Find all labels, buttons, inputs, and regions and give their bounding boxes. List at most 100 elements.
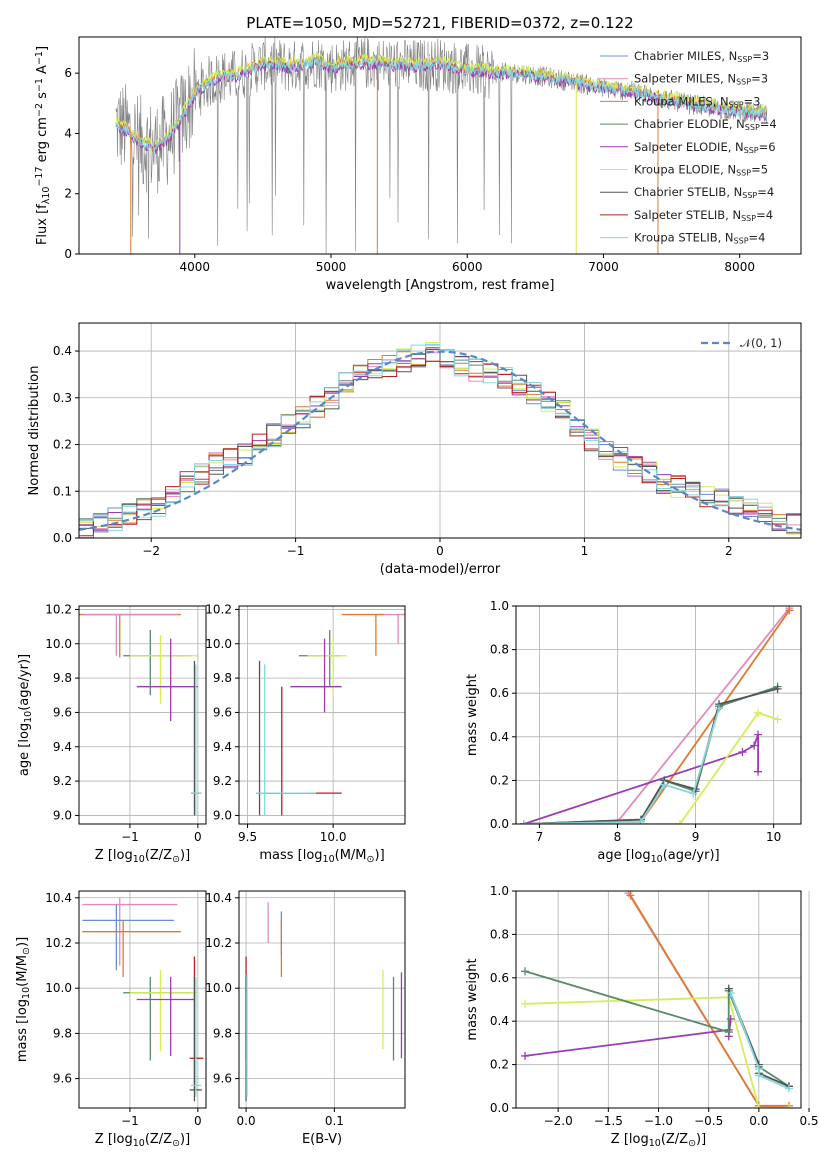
legend-label-sub: SSP: [736, 169, 751, 178]
y-tick-label: 0.8: [490, 927, 509, 941]
ylabel-spectrum-part: λ: [41, 198, 52, 204]
weight-marker: [784, 1084, 793, 1093]
x-tick-label: −1: [287, 544, 305, 558]
y-tick-label: 0.8: [490, 643, 509, 657]
ylabel-residuals: Normed distribution: [27, 366, 42, 496]
xlabel-age_vs_Z: Z [log10(Z/Z⊙)]: [95, 848, 190, 865]
y-tick-label: 4: [64, 126, 72, 140]
weight-marker: [754, 1071, 763, 1080]
y-tick-label: 9.0: [53, 808, 72, 822]
legend-label-text: Kroupa STELIB, N: [634, 231, 734, 245]
xlabel-age_vs_mass-part: ⊙: [367, 854, 375, 865]
weight-line-salpeter-elodie: [524, 1018, 732, 1057]
x-tick-label: 9: [692, 830, 700, 844]
legend-label-eq: =3: [751, 72, 768, 86]
errorbar-kroupa-elodie: [307, 635, 347, 696]
y-tick-label: 9.4: [213, 740, 232, 754]
ylabel-mass_vs_Z-part: mass [log: [15, 999, 30, 1062]
grid-mass_vs_Z: [79, 891, 206, 1108]
ylabel-mass_vs_Z-part: )]: [15, 937, 30, 947]
weight-marker: [521, 1051, 530, 1060]
x-tick-label: −1.0: [644, 1114, 673, 1128]
weight-marker: [724, 1028, 733, 1037]
histogram-chabrier-stelib: [79, 348, 801, 531]
errorbar-kroupa-miles: [82, 920, 181, 977]
ylabel-mass_weight_vs_Z: mass weight: [465, 958, 480, 1040]
x-tick-label: −1.5: [594, 1114, 623, 1128]
weight-marker: [773, 715, 782, 724]
x-tick-label: 0: [194, 830, 202, 844]
xlabel-age_vs_mass: mass [log10(M/M⊙)]: [259, 848, 384, 865]
ylabel-spectrum-part: −17: [34, 166, 45, 186]
legend-label-eq: =3: [752, 49, 769, 63]
weight-marker: [754, 767, 763, 776]
y-tick-label: 10.4: [45, 891, 72, 905]
axes-mass_vs_Z: −1 09.69.810.010.210.4Z [log10(Z/Z⊙)]mass…: [15, 890, 207, 1149]
xlabel-mass_vs_Z-part: Z [log: [95, 1132, 133, 1147]
legend-label-eq: =6: [759, 140, 776, 154]
weight-marker: [521, 999, 530, 1008]
ylabel-spectrum: Flux [fλ10−17 erg cm−2 s−1 A−1]: [34, 46, 52, 245]
y-tick-label: 9.6: [53, 705, 72, 719]
axes-frame: [78, 605, 207, 825]
errorbar-chabrier-elodie: [123, 976, 192, 1061]
errorbar-kroupa-stelib: [256, 664, 317, 816]
weight-line-chabrier-elodie: [524, 970, 790, 1088]
weight-marker: [626, 891, 635, 900]
y-tick-label: 9.8: [213, 671, 232, 685]
weight-marker: [715, 704, 724, 713]
y-tick-label: 2: [64, 187, 72, 201]
xlabel-mass_weight_vs_Z-part: Z [log: [611, 1132, 649, 1147]
weight-marker: [754, 1104, 763, 1108]
xlabel-mass_weight_vs_Z-part: 10: [649, 1138, 661, 1149]
axes-frame: [78, 36, 802, 255]
y-tick-label: 0.1: [53, 484, 72, 498]
weight-marker: [636, 817, 645, 824]
x-tick-label: 9.5: [238, 830, 257, 844]
x-tick-label: −1: [121, 830, 139, 844]
xlabel-mass_weight_vs_Z-part: (Z/Z: [661, 1132, 688, 1147]
x-tick-label: 5000: [316, 260, 347, 274]
xlabel-mass_vs_EBV: E(B-V): [302, 1132, 342, 1147]
errorbar-salpeter-elodie: [136, 638, 198, 722]
weight-marker: [660, 780, 669, 789]
plot-area-spectrum: [115, 37, 768, 254]
legend-label-eq: =4: [760, 117, 777, 131]
plot-area-mass_weight_vs_Z: [521, 891, 793, 1108]
y-tick-label: 9.2: [213, 774, 232, 788]
x-tick-label: 7: [536, 830, 544, 844]
y-tick-label: 0.4: [490, 1014, 509, 1028]
ylabel-spectrum-part: 10: [41, 187, 52, 199]
legend-label-text: Chabrier MILES, N: [634, 49, 737, 63]
legend-label: Kroupa STELIB, NSSP=4: [634, 231, 765, 246]
plot-area-residuals: [79, 342, 801, 538]
legend-label-sub: SSP: [737, 55, 752, 64]
errorbar-chabrier-elodie: [123, 630, 192, 696]
errorbar-salpeter-miles: [82, 613, 178, 656]
y-tick-label: 0.6: [490, 971, 509, 985]
xlabel-mass_weight_vs_age-part: (age/yr)]: [663, 848, 720, 863]
y-tick-label: 0.6: [490, 686, 509, 700]
xlabel-age_vs_mass-part: (M/M: [335, 848, 367, 863]
plot-area-mass_vs_EBV: [245, 902, 403, 1102]
legend-label-eq: =3: [744, 94, 761, 108]
y-tick-label: 9.6: [53, 1072, 72, 1086]
weight-marker: [519, 820, 528, 824]
xlabel-mass_vs_Z-part: ⊙: [172, 1138, 180, 1149]
grid-age_vs_Z: [79, 606, 206, 824]
y-tick-label: 0.0: [490, 1101, 509, 1115]
x-tick-label: −1: [121, 1114, 139, 1128]
axes-frame: [238, 605, 406, 825]
errorbar-kroupa-elodie: [129, 635, 198, 704]
weight-marker: [750, 741, 759, 750]
legend-label: Salpeter ELODIE, NSSP=6: [634, 140, 776, 155]
xlabel-age_vs_mass-part: 10: [323, 854, 335, 865]
x-tick-label: −2: [142, 544, 160, 558]
y-tick-label: 10.0: [45, 981, 72, 995]
plot-area-mass_vs_Z: [82, 897, 204, 1102]
xlabel-age_vs_mass-part: )]: [375, 848, 385, 863]
y-tick-label: 9.8: [53, 1026, 72, 1040]
ylabel-mass_vs_Z-part: 10: [21, 987, 32, 999]
y-tick-label: 10.0: [205, 637, 232, 651]
xlabel-age_vs_Z-part: (Z/Z: [145, 848, 172, 863]
